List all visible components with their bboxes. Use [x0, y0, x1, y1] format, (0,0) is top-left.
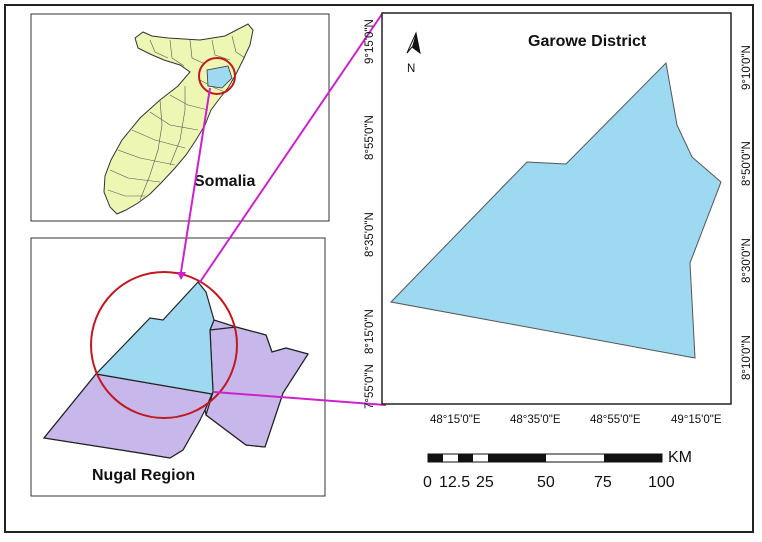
- garowe-label: Garowe District: [528, 33, 647, 50]
- somalia-inset: Somalia: [30, 13, 330, 222]
- scale-tick-label: 50: [537, 474, 555, 491]
- nugal-highlight-somalia: [206, 65, 233, 89]
- longitude-tick-label: 49°15'0"E: [671, 414, 722, 426]
- connector-lines: [177, 13, 387, 406]
- north-arrow: N: [406, 31, 421, 75]
- nugal-west-district: [42, 373, 213, 459]
- longitude-tick-label: 48°55'0"E: [590, 414, 641, 426]
- scale-tick-label: 12.5: [439, 474, 470, 491]
- scale-unit: KM: [668, 449, 692, 466]
- latitude-tick-label-right: 8°10'0"N: [741, 335, 753, 380]
- garowe-district-polygon: [389, 61, 722, 359]
- latitude-tick-label-right: 8°30'0"N: [741, 238, 753, 283]
- nugal-locator-circle: [90, 271, 238, 419]
- latitude-tick-label-left: 8°55'0"N: [364, 115, 376, 160]
- garowe-main-map: N Garowe District 48°15'0"E 48°35'0"E 48…: [364, 12, 753, 426]
- scale-bar-segment: [428, 454, 443, 462]
- somalia-locator-circle: [198, 57, 236, 95]
- latitude-tick-label-left: 9°15'0"N: [364, 19, 376, 64]
- scale-tick-label: 25: [476, 474, 494, 491]
- nugal-inset: Nugal Region: [30, 237, 326, 497]
- connector-top-to-garowe: [199, 13, 383, 283]
- latitude-tick-label-right: 8°50'0"N: [741, 141, 753, 186]
- connector-bottom-to-garowe: [213, 391, 387, 406]
- latitude-tick-label-left: 8°35'0"N: [364, 212, 376, 257]
- scale-bar-segment: [488, 454, 546, 462]
- somalia-label: Somalia: [194, 173, 255, 190]
- nugal-label: Nugal Region: [92, 467, 195, 484]
- north-arrow-label: N: [407, 63, 415, 75]
- latitude-tick-label-left: 8°15'0"N: [364, 309, 376, 354]
- latitude-tick-label-right: 9°10'0"N: [741, 45, 753, 90]
- connector-arrowhead: [177, 272, 186, 280]
- longitude-tick-label: 48°35'0"E: [510, 414, 561, 426]
- garowe-district-inset: [94, 281, 215, 395]
- connector-somalia-to-nugal: [180, 87, 211, 273]
- somalia-district-lines: [107, 35, 246, 201]
- longitude-tick-label: 48°15'0"E: [430, 414, 481, 426]
- scale-bar-segment: [458, 454, 473, 462]
- scale-tick-label: 75: [594, 474, 612, 491]
- scale-tick-label: 100: [648, 474, 675, 491]
- scale-bar: KM 0 12.5 25 50 75 100: [423, 449, 692, 491]
- latitude-tick-label-left: 7°55'0"N: [364, 364, 376, 409]
- scale-bar-segment: [604, 454, 662, 462]
- scale-tick-label: 0: [423, 474, 432, 491]
- map-layout-frame: [4, 4, 754, 533]
- north-arrow-shade: [412, 33, 420, 53]
- nugal-east-district: [205, 326, 309, 448]
